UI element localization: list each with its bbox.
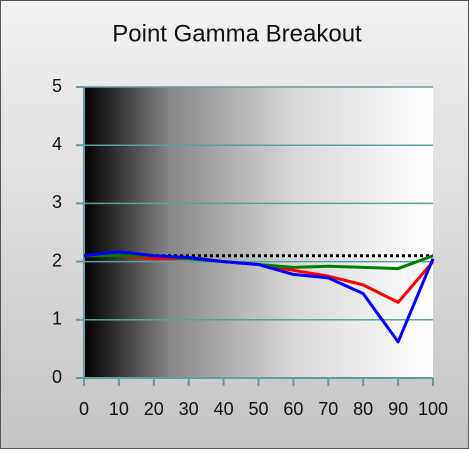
series-line [83,250,435,344]
y-tick-label: 3 [52,192,62,212]
x-tick-label: 10 [109,399,129,419]
x-tick-label: 80 [353,399,373,419]
y-tick-label: 0 [52,367,62,387]
y-tick-label: 4 [52,134,62,154]
x-tick-label: 70 [318,399,338,419]
x-tick-label: 20 [144,399,164,419]
y-tick-label: 5 [52,76,62,96]
plot-area [84,87,433,378]
y-tick-label: 2 [52,250,62,270]
x-tick-label: 100 [418,399,448,419]
x-tick-label: 0 [79,399,89,419]
x-tick-label: 40 [214,399,234,419]
x-tick-label: 90 [388,399,408,419]
x-tick-label: 30 [179,399,199,419]
chart-title: Point Gamma Breakout [112,20,362,47]
x-tick-label: 60 [283,399,303,419]
x-tick-label: 50 [248,399,268,419]
y-tick-label: 1 [52,309,62,329]
